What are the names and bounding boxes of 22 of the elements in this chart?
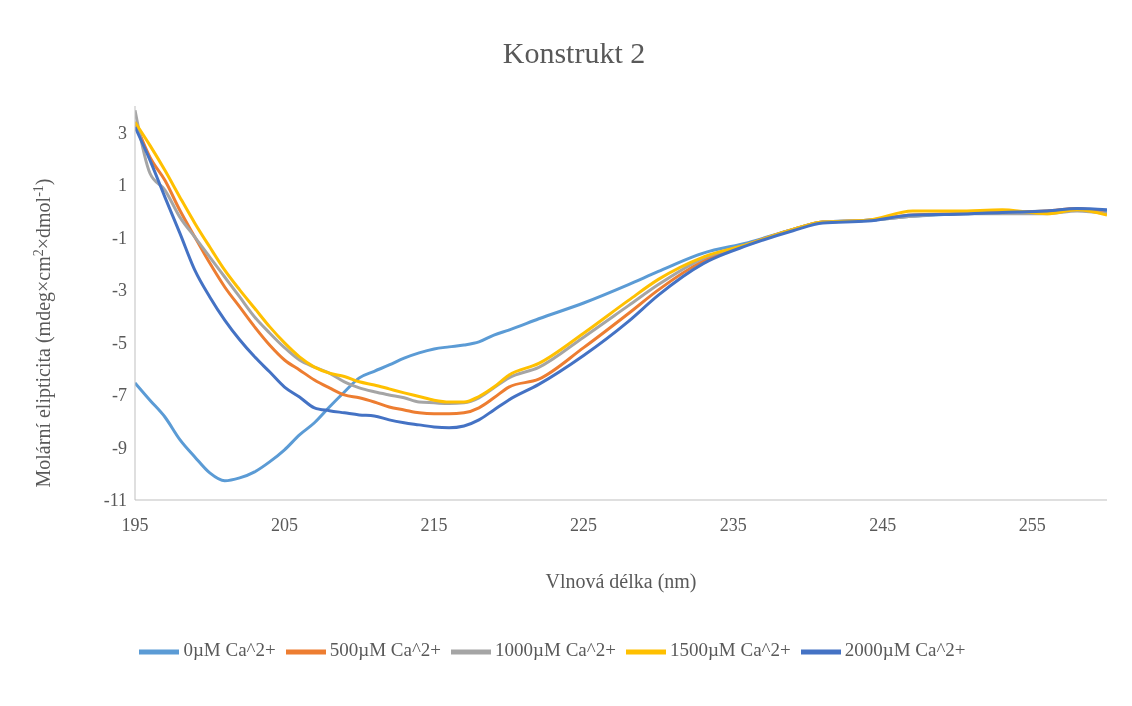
x-tick-label: 255 xyxy=(1018,514,1046,535)
y-tick-label: -5 xyxy=(112,332,127,353)
y-tick-label: -3 xyxy=(112,280,127,301)
legend-label: 2000µM Ca^2+ xyxy=(844,639,966,661)
y-tick-label: -1 xyxy=(112,227,127,248)
x-axis-title: Vlnová délka (nm) xyxy=(545,570,697,593)
y-tick-label: 3 xyxy=(118,122,127,143)
legend-label: 1000µM Ca^2+ xyxy=(495,639,616,661)
y-tick-label: -11 xyxy=(103,490,127,511)
y-tick-label: 1 xyxy=(118,175,127,196)
legend-label: 1500µM Ca^2+ xyxy=(669,639,791,661)
x-tick-label: 215 xyxy=(420,514,448,535)
legend-label: 500µM Ca^2+ xyxy=(329,639,442,661)
x-tick-label: 225 xyxy=(570,514,598,535)
x-tick-label: 235 xyxy=(719,514,747,535)
x-tick-label: 205 xyxy=(271,514,299,535)
chart-title: Konstrukt 2 xyxy=(501,36,647,70)
y-tick-label: -7 xyxy=(112,385,127,406)
x-tick-label: 195 xyxy=(121,514,149,535)
y-tick-label: -9 xyxy=(112,437,127,458)
x-tick-label: 245 xyxy=(869,514,897,535)
legend-label: 0µM Ca^2+ xyxy=(183,639,276,661)
